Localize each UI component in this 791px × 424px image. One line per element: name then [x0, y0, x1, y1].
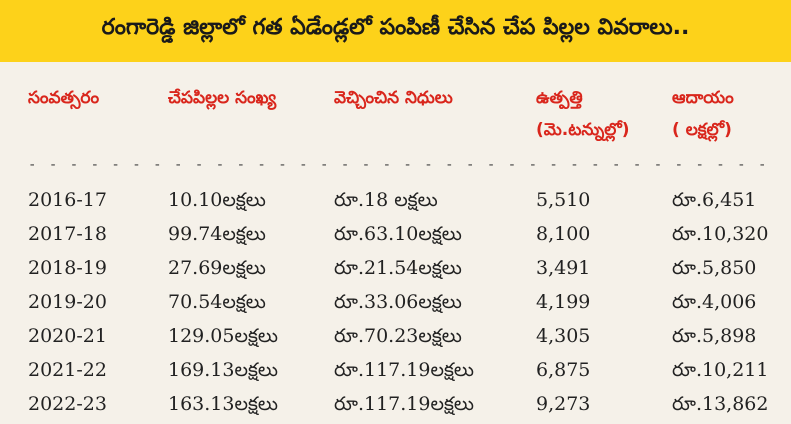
cell-fish-count: 169.13లక్షలు — [168, 359, 278, 381]
header-production-unit: (మె.టన్నుల్లో) — [536, 120, 630, 140]
cell-funds: రూ.117.19లక్షలు — [334, 359, 474, 381]
table-row: 2018-19 27.69లక్షలు రూ.21.54లక్షలు 3,491… — [0, 252, 791, 284]
cell-fish-count: 99.74లక్షలు — [168, 223, 266, 245]
cell-fish-count: 27.69లక్షలు — [168, 257, 266, 279]
cell-year: 2016-17 — [28, 189, 107, 211]
header-fish-count: చేపపిల్లల సంఖ్య — [168, 88, 277, 108]
page-title: రంగారెడ్డి జిల్లాలో గత ఏడేండ్లలో పంపిణీ … — [101, 15, 690, 40]
cell-year: 2017-18 — [28, 223, 107, 245]
cell-year: 2018-19 — [28, 257, 107, 279]
cell-funds: రూ.63.10లక్షలు — [334, 223, 462, 245]
cell-funds: రూ.70.23లక్షలు — [334, 325, 462, 347]
cell-income: రూ.5,850 — [672, 257, 757, 279]
header-income-unit: ( లక్షల్లో) — [672, 120, 732, 140]
cell-income: రూ.10,211 — [672, 359, 769, 381]
header-funds: వెచ్చించిన నిధులు — [334, 88, 453, 108]
table-row: 2020-21 129.05లక్షలు రూ.70.23లక్షలు 4,30… — [0, 320, 791, 352]
cell-production: 3,491 — [536, 257, 591, 279]
cell-income: రూ.4,006 — [672, 291, 757, 313]
dashed-divider: - - - - - - - - - - - - - - - - - - - - … — [28, 160, 773, 170]
cell-production: 9,273 — [536, 393, 591, 415]
table-row: 2019-20 70.54లక్షలు రూ.33.06లక్షలు 4,199… — [0, 286, 791, 318]
title-banner: రంగారెడ్డి జిల్లాలో గత ఏడేండ్లలో పంపిణీ … — [0, 0, 791, 62]
cell-production: 6,875 — [536, 359, 591, 381]
cell-funds: రూ.18 లక్షలు — [334, 189, 438, 211]
cell-fish-count: 163.13లక్షలు — [168, 393, 278, 415]
cell-year: 2020-21 — [28, 325, 107, 347]
cell-production: 4,199 — [536, 291, 591, 313]
table-row: 2021-22 169.13లక్షలు రూ.117.19లక్షలు 6,8… — [0, 354, 791, 386]
header-income: ఆదాయం — [672, 88, 734, 108]
cell-year: 2019-20 — [28, 291, 107, 313]
cell-funds: రూ.21.54లక్షలు — [334, 257, 462, 279]
cell-income: రూ.6,451 — [672, 189, 757, 211]
cell-production: 4,305 — [536, 325, 591, 347]
cell-year: 2022-23 — [28, 393, 107, 415]
cell-funds: రూ.117.19లక్షలు — [334, 393, 474, 415]
cell-production: 8,100 — [536, 223, 591, 245]
cell-income: రూ.10,320 — [672, 223, 769, 245]
cell-fish-count: 129.05లక్షలు — [168, 325, 278, 347]
cell-income: రూ.5,898 — [672, 325, 757, 347]
table-row: 2022-23 163.13లక్షలు రూ.117.19లక్షలు 9,2… — [0, 388, 791, 420]
cell-fish-count: 70.54లక్షలు — [168, 291, 266, 313]
cell-funds: రూ.33.06లక్షలు — [334, 291, 462, 313]
cell-production: 5,510 — [536, 189, 591, 211]
cell-fish-count: 10.10లక్షలు — [168, 189, 266, 211]
table-row: 2017-18 99.74లక్షలు రూ.63.10లక్షలు 8,100… — [0, 218, 791, 250]
cell-income: రూ.13,862 — [672, 393, 769, 415]
header-production: ఉత్పత్తి — [536, 88, 583, 108]
cell-year: 2021-22 — [28, 359, 107, 381]
header-year: సంవత్సరం — [28, 88, 100, 108]
table-row: 2016-17 10.10లక్షలు రూ.18 లక్షలు 5,510 ర… — [0, 184, 791, 216]
